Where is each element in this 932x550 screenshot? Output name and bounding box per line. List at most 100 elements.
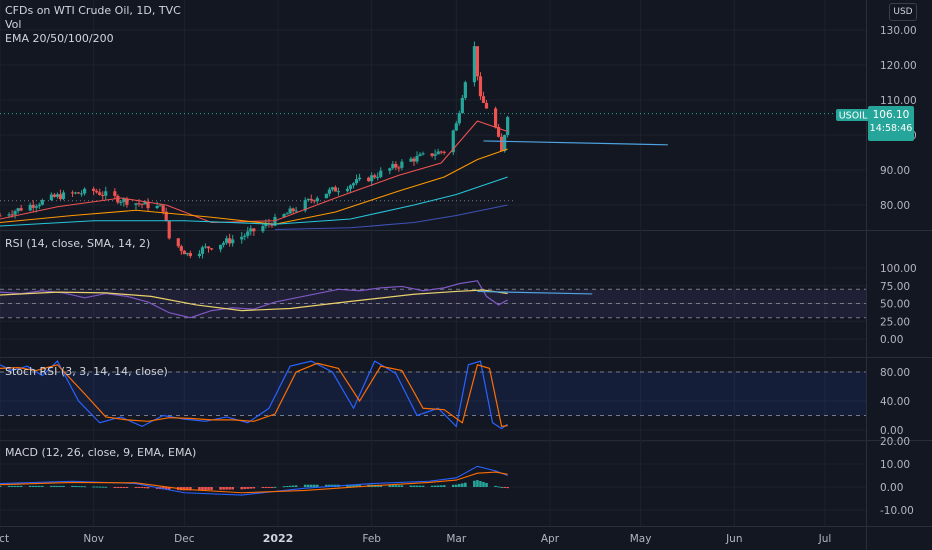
symbol-title[interactable]: CFDs on WTI Crude Oil, 1D, TVC	[5, 4, 181, 17]
candle-body	[79, 193, 84, 195]
stoch-rsi-legend[interactable]: Stoch RSI (3, 3, 14, 14, close)	[5, 365, 168, 378]
candle-body	[182, 250, 186, 255]
price-axis[interactable]: 130.00120.00110.00100.0090.0080.00100.00…	[880, 25, 917, 517]
macd-histogram-bar	[125, 487, 129, 488]
macd-histogram-bar	[451, 484, 455, 487]
candle-body	[125, 198, 129, 205]
candle-body	[76, 192, 81, 194]
macd-histogram-bar	[16, 485, 20, 487]
macd-histogram-bar	[116, 487, 120, 488]
macd-legend[interactable]: MACD (12, 26, close, 9, EMA, EMA)	[5, 446, 197, 459]
ema-line	[0, 148, 508, 225]
macd-histogram-bar	[240, 487, 244, 490]
candle-body	[122, 198, 126, 202]
macd-histogram-bar	[146, 487, 150, 489]
symbol-tag-bg	[836, 109, 870, 121]
time-tick-label: Feb	[362, 533, 381, 545]
candle-body	[55, 194, 60, 197]
macd-axis-tick: 10.00	[880, 459, 910, 471]
macd-histogram-bar	[101, 486, 105, 488]
macd-histogram-bar	[56, 485, 59, 487]
macd-histogram-bar	[497, 486, 500, 488]
macd-histogram-bar	[95, 486, 98, 488]
rsi-pane[interactable]	[0, 280, 866, 319]
candle-body	[348, 185, 353, 189]
candle-body	[324, 193, 328, 199]
macd-histogram-bar	[315, 484, 319, 487]
macd-histogram-bar	[189, 487, 192, 491]
macd-histogram-bar	[161, 487, 165, 490]
candle-body	[327, 189, 331, 194]
candle-body	[303, 200, 307, 211]
candle-body	[92, 188, 96, 192]
macd-histogram-bar	[439, 485, 443, 487]
candle-body	[222, 242, 226, 245]
macd-histogram-bar	[409, 485, 413, 487]
macd-histogram-bar	[249, 487, 253, 489]
candle-body	[391, 164, 395, 169]
macd-histogram-bar	[461, 483, 464, 487]
macd-histogram-bar	[394, 485, 398, 487]
macd-histogram-bar	[198, 487, 201, 491]
vol-legend[interactable]: Vol	[5, 18, 22, 31]
time-axis[interactable]: Oct Nov Dec 2022 Feb Mar Apr May Jun Jul	[0, 532, 831, 545]
macd-histogram-bar	[346, 484, 349, 487]
candles	[0, 41, 510, 259]
ema-legend[interactable]: EMA 20/50/100/200	[5, 32, 114, 45]
candle-body	[500, 136, 504, 152]
stoch-rsi-pane[interactable]	[0, 360, 866, 430]
macd-histogram-bar	[19, 485, 23, 487]
macd-pane[interactable]	[0, 465, 509, 496]
candle-body	[188, 253, 192, 257]
candle-body	[61, 192, 66, 200]
stoch-axis-tick: 80.00	[880, 367, 910, 379]
macd-histogram-bar	[503, 487, 506, 488]
macd-histogram-bar	[31, 485, 35, 487]
macd-histogram-bar	[291, 485, 295, 487]
candle-body	[240, 236, 244, 240]
candle-body	[113, 191, 117, 196]
macd-histogram-bar	[379, 484, 383, 487]
macd-histogram-bar	[53, 485, 56, 487]
candle-body	[73, 192, 78, 194]
macd-histogram-bar	[397, 485, 401, 487]
price-pane[interactable]	[0, 41, 866, 259]
candle-body	[451, 130, 455, 153]
rsi-line	[0, 280, 508, 319]
candle-body	[158, 205, 162, 207]
stoch-band-fill	[0, 372, 866, 416]
macd-histogram-bar	[400, 485, 404, 487]
candle-body	[433, 154, 437, 156]
candle-body	[231, 239, 235, 244]
candle-body	[309, 198, 313, 201]
macd-histogram-bar	[464, 482, 467, 487]
macd-histogram-bar	[140, 487, 144, 489]
candle-body	[167, 220, 171, 239]
candle-body	[13, 211, 17, 215]
currency-button[interactable]: USD	[889, 3, 917, 21]
macd-histogram-bar	[388, 485, 392, 487]
macd-histogram-bar	[482, 482, 485, 487]
macd-histogram-bar	[252, 487, 256, 489]
candle-body	[397, 167, 401, 169]
macd-histogram-bar	[412, 485, 416, 487]
rsi-legend[interactable]: RSI (14, close, SMA, 14, 2)	[5, 237, 151, 250]
candle-body	[457, 113, 461, 124]
macd-histogram-bar	[80, 486, 83, 488]
candle-body	[252, 228, 256, 232]
candle-body	[185, 253, 189, 255]
candle-body	[95, 191, 99, 193]
candle-body	[282, 214, 286, 217]
macd-histogram-bar	[506, 487, 509, 489]
candle-body	[475, 46, 480, 77]
time-tick-label: Dec	[174, 533, 195, 545]
macd-histogram-bar	[303, 484, 307, 487]
candle-body	[306, 198, 310, 201]
macd-histogram-bar	[273, 486, 277, 488]
candle-body	[439, 151, 443, 153]
candle-body	[496, 126, 501, 137]
time-tick-label: Oct	[0, 533, 9, 545]
macd-histogram-bar	[282, 486, 286, 488]
candle-body	[330, 187, 334, 190]
